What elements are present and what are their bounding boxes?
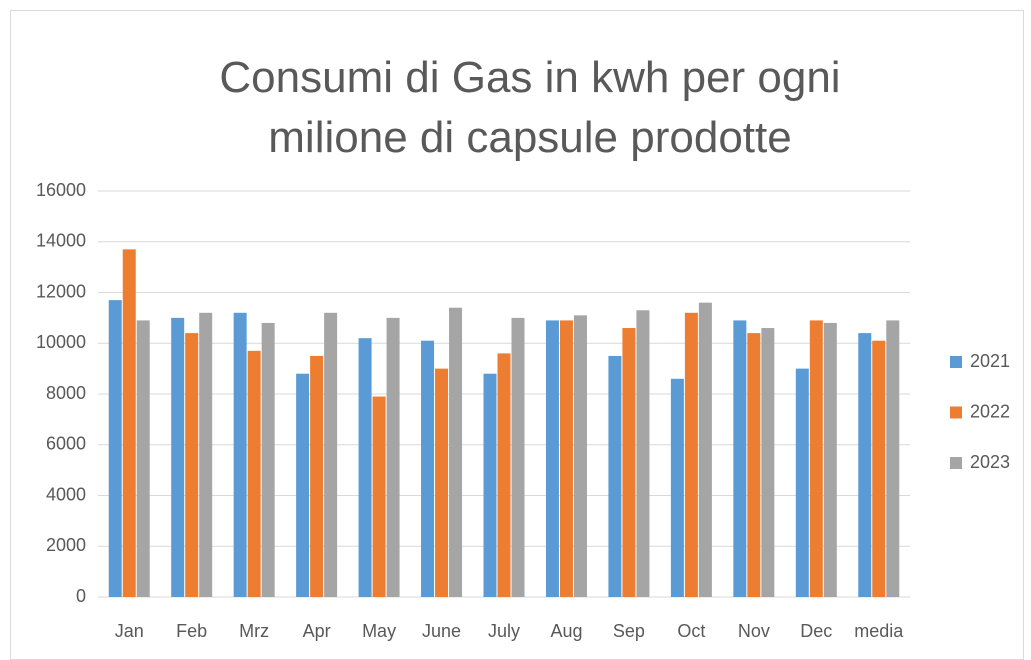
bar <box>310 355 324 597</box>
x-tick-label: Jan <box>115 621 144 641</box>
bar <box>233 312 247 597</box>
bar <box>122 249 136 598</box>
bar <box>136 320 150 597</box>
x-tick-label: July <box>488 621 520 641</box>
bar <box>497 353 511 597</box>
y-tick-label: 0 <box>76 586 86 606</box>
y-tick-label: 2000 <box>46 535 86 555</box>
bar <box>449 307 463 597</box>
legend-swatch <box>950 406 962 419</box>
bar <box>636 310 650 597</box>
x-tick-label: Nov <box>738 621 770 641</box>
x-tick-label: June <box>422 621 461 641</box>
y-tick-label: 12000 <box>36 281 86 301</box>
legend-label: 2021 <box>970 351 1010 371</box>
bar <box>872 340 886 597</box>
x-tick-label: Aug <box>550 621 582 641</box>
legend-swatch <box>950 457 962 469</box>
chart-title: Consumi di Gas in kwh per ogni milione d… <box>219 53 841 162</box>
bar <box>185 333 199 597</box>
x-tick-label: Mrz <box>239 621 269 641</box>
y-tick-label: 10000 <box>36 332 86 352</box>
bar <box>670 378 684 597</box>
y-tick-label: 4000 <box>46 484 86 504</box>
bar <box>698 302 712 597</box>
bar <box>358 338 372 597</box>
bar <box>247 350 261 597</box>
bar <box>296 373 310 597</box>
bar <box>171 317 185 597</box>
x-tick-label: Sep <box>613 621 645 641</box>
bar <box>386 317 400 597</box>
y-tick-label: 14000 <box>36 231 86 251</box>
bar <box>261 322 275 597</box>
bar <box>421 340 435 597</box>
bar <box>199 312 213 597</box>
bar <box>608 355 622 597</box>
bar <box>886 320 900 597</box>
x-tick-label: Feb <box>176 621 207 641</box>
bar <box>795 368 809 597</box>
bar <box>483 373 497 597</box>
x-tick-label: Oct <box>677 621 705 641</box>
bar <box>684 312 698 597</box>
x-tick-label: media <box>854 621 904 641</box>
bar <box>108 300 122 597</box>
legend-label: 2023 <box>970 452 1010 472</box>
bar <box>324 312 338 597</box>
legend-label: 2022 <box>970 401 1010 421</box>
y-tick-label: 8000 <box>46 383 86 403</box>
bar <box>823 322 837 597</box>
bar <box>545 320 559 597</box>
bar <box>761 328 775 597</box>
bar <box>858 333 872 597</box>
x-tick-label: May <box>362 621 396 641</box>
bar <box>733 320 747 597</box>
bar <box>573 315 587 597</box>
bar <box>372 396 386 597</box>
y-tick-label: 16000 <box>36 180 86 200</box>
bar <box>747 333 761 597</box>
bar <box>622 328 636 597</box>
legend-swatch <box>950 356 962 368</box>
bar <box>511 317 525 597</box>
x-tick-label: Apr <box>303 621 331 641</box>
y-tick-label: 6000 <box>46 434 86 454</box>
bar <box>435 368 449 597</box>
bar <box>559 320 573 597</box>
bar <box>809 320 823 597</box>
x-tick-label: Dec <box>800 621 832 641</box>
